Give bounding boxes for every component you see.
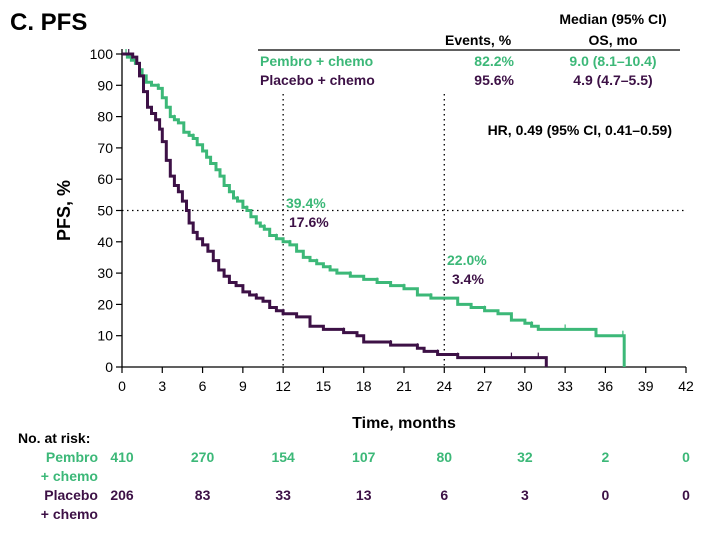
at-risk-count: 0: [682, 449, 690, 465]
at-risk-count: 3: [521, 487, 529, 503]
pembro-legend-label: Pembro + chemo: [260, 53, 373, 69]
at-risk-count: 13: [356, 487, 372, 503]
at-risk-count: 32: [517, 449, 533, 465]
y-tick-label: 50: [97, 203, 113, 219]
events-header: Events, %: [445, 32, 512, 48]
at-risk-row-label: + chemo: [41, 468, 98, 484]
x-tick-label: 21: [396, 378, 412, 394]
at-risk-count: 206: [110, 487, 134, 503]
at-risk-title: No. at risk:: [18, 430, 90, 446]
at-risk-row-label: + chemo: [41, 506, 98, 522]
x-tick-label: 6: [199, 378, 207, 394]
landmark-annotation: 17.6%: [289, 214, 329, 230]
at-risk-table: No. at risk: Pembro + chemo 410 270 154 107 80 3…: [18, 430, 690, 522]
placebo-median: 4.9 (4.7–5.5): [573, 72, 652, 88]
at-risk-count: 270: [191, 449, 215, 465]
x-tick-label: 0: [118, 378, 126, 394]
y-tick-label: 70: [97, 140, 113, 156]
km-curves: [122, 49, 626, 367]
panel-title: C. PFS: [10, 9, 87, 36]
y-tick-label: 40: [97, 234, 113, 250]
x-tick-label: 39: [638, 378, 654, 394]
at-risk-count: 33: [275, 487, 291, 503]
x-tick-label: 18: [356, 378, 372, 394]
x-tick-label: 12: [275, 378, 291, 394]
x-tick-label: 3: [158, 378, 166, 394]
at-risk-row-label: Placebo: [44, 487, 98, 503]
x-tick-label: 27: [477, 378, 493, 394]
x-tick-label: 9: [239, 378, 247, 394]
at-risk-count: 154: [271, 449, 295, 465]
at-risk-count: 0: [682, 487, 690, 503]
x-tick-label: 42: [678, 378, 694, 394]
y-tick-label: 10: [97, 328, 113, 344]
landmark-annotation: 3.4%: [452, 271, 484, 287]
hazard-ratio: HR, 0.49 (95% CI, 0.41–0.59): [488, 122, 672, 138]
x-axis-label: Time, months: [352, 415, 456, 432]
x-tick-label: 15: [316, 378, 332, 394]
x-tick-label: 24: [436, 378, 452, 394]
x-tick-label: 36: [598, 378, 614, 394]
at-risk-count: 2: [602, 449, 610, 465]
median-header-line2: OS, mo: [588, 32, 637, 48]
x-tick-label: 33: [557, 378, 573, 394]
y-axis-label: PFS, %: [54, 180, 74, 241]
y-tick-label: 0: [105, 359, 113, 375]
landmark-annotation: 39.4%: [286, 195, 326, 211]
reference-lines: [122, 94, 686, 367]
at-risk-count: 107: [352, 449, 376, 465]
at-risk-count: 80: [436, 449, 452, 465]
pembro-events: 82.2%: [474, 53, 514, 69]
pembro-median: 9.0 (8.1–10.4): [569, 53, 656, 69]
at-risk-count: 410: [110, 449, 134, 465]
summary-table: Events, % Median (95% CI) OS, mo Pembro …: [258, 11, 680, 138]
y-tick-label: 90: [97, 77, 113, 93]
at-risk-count: 0: [602, 487, 610, 503]
y-tick-label: 100: [90, 46, 114, 62]
y-tick-label: 80: [97, 109, 113, 125]
placebo-events: 95.6%: [474, 72, 514, 88]
at-risk-count: 83: [195, 487, 211, 503]
at-risk-count: 6: [440, 487, 448, 503]
landmark-annotation: 22.0%: [447, 252, 487, 268]
placebo-legend-label: Placebo + chemo: [260, 72, 375, 88]
annotations: 39.4% 17.6% 22.0% 3.4%: [286, 195, 487, 287]
x-tick-label: 30: [517, 378, 533, 394]
y-tick-label: 60: [97, 171, 113, 187]
y-tick-label: 30: [97, 265, 113, 281]
at-risk-row-label: Pembro: [46, 449, 98, 465]
median-header-line1: Median (95% CI): [559, 11, 666, 27]
y-tick-label: 20: [97, 296, 113, 312]
